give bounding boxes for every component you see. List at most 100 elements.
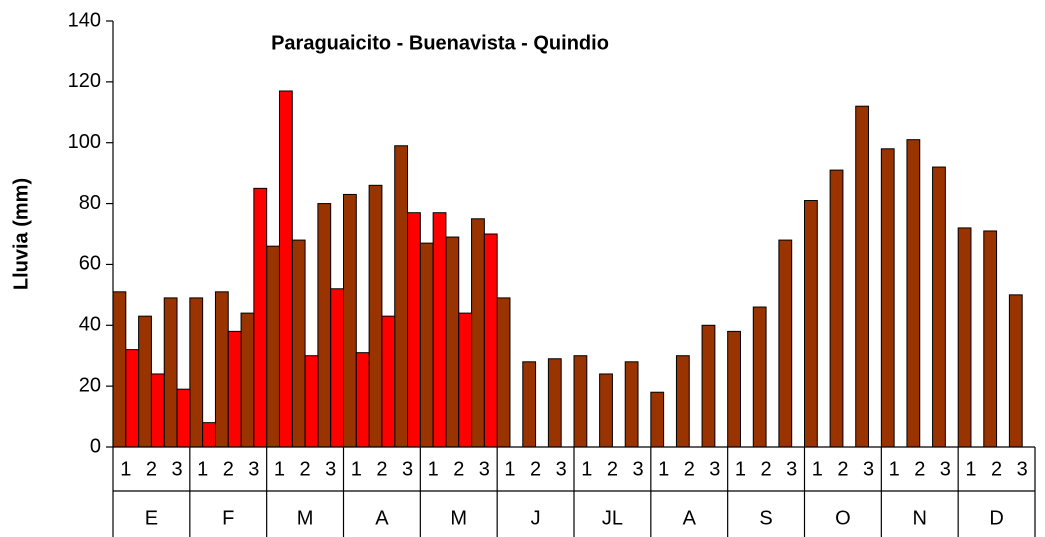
bar [240,312,255,448]
x-tick-label: 3 [1017,458,1028,480]
bar [957,227,972,448]
bar [432,212,447,448]
x-tick-label: 3 [325,458,336,480]
x-tick-label: 3 [479,458,490,480]
x-tick-label: 3 [863,458,874,480]
bar [1008,294,1023,448]
group-label: A [683,507,697,529]
group-label: O [835,507,851,529]
bar [355,352,370,448]
x-tick-label: 2 [146,458,157,480]
x-tick-label: 2 [684,458,695,480]
x-tick-label: 1 [274,458,285,480]
bar [381,315,396,448]
bar [932,166,946,448]
group-label: D [989,507,1003,529]
group-label: E [145,507,158,529]
bar [253,187,268,448]
bar [125,349,140,448]
bar [112,291,127,448]
bar [471,218,485,448]
bar [368,184,383,448]
x-tick-label: 2 [761,458,772,480]
bar [317,203,332,448]
bar [291,239,306,448]
y-tick-label: 120 [68,70,101,92]
x-tick-label: 1 [581,458,592,480]
x-tick-label: 2 [607,458,618,480]
bar [266,245,280,448]
y-tick-label: 0 [90,435,101,457]
x-tick-label: 3 [940,458,951,480]
bar [189,297,204,448]
bar [407,212,421,448]
x-tick-label: 1 [120,458,131,480]
x-tick-label: 2 [223,458,234,480]
y-tick-label: 80 [79,192,101,214]
bar [483,233,498,448]
y-tick-label: 60 [79,253,101,275]
group-label: F [222,507,234,529]
x-tick-label: 1 [504,458,515,480]
x-tick-label: 2 [837,458,848,480]
x-tick-label: 1 [428,458,439,480]
bar [547,358,562,448]
bar [650,391,665,448]
y-tick-label: 100 [68,131,101,153]
x-tick-label: 1 [658,458,669,480]
x-tick-label: 1 [735,458,746,480]
bar [855,105,870,448]
x-tick-label: 2 [530,458,541,480]
x-tick-label: 3 [248,458,259,480]
bar [624,361,639,448]
x-tick-label: 2 [376,458,387,480]
x-tick-label: 3 [171,458,182,480]
group-label: M [297,507,314,529]
x-tick-label: 1 [351,458,362,480]
bar [330,288,345,448]
bar [202,422,216,448]
chart-title: Paraguaicito - Buenavista - Quindio [271,32,609,54]
bar [458,312,473,448]
bar [176,388,191,448]
bar [343,193,357,448]
bar [880,148,895,448]
x-tick-label: 1 [965,458,976,480]
bar [419,242,434,448]
group-label: A [375,507,389,529]
bar [701,324,716,448]
bar [214,291,229,448]
group-label: N [913,507,927,529]
bar [778,239,793,448]
bar [394,145,409,448]
y-tick-label: 140 [68,9,101,31]
bar [727,330,741,448]
x-tick-label: 1 [197,458,208,480]
bar [138,315,152,448]
x-tick-label: 2 [300,458,311,480]
x-tick-label: 2 [991,458,1002,480]
bar [163,297,178,448]
y-axis-label: Lluvia (mm) [10,178,32,290]
bar [496,297,511,448]
x-tick-label: 3 [556,458,567,480]
x-tick-label: 2 [914,458,925,480]
x-tick-label: 1 [889,458,900,480]
group-label: JL [602,507,623,529]
group-label: J [531,507,541,529]
bar [150,373,165,448]
x-tick-label: 3 [709,458,720,480]
bar [752,306,767,448]
bar [983,230,998,448]
bar [304,355,319,448]
group-label: S [759,507,772,529]
bar [675,355,690,448]
bar [573,355,588,448]
bar [829,169,844,448]
y-tick-label: 40 [79,314,101,336]
bar [278,90,293,448]
x-tick-label: 3 [786,458,797,480]
x-tick-label: 2 [453,458,464,480]
x-tick-label: 3 [632,458,643,480]
